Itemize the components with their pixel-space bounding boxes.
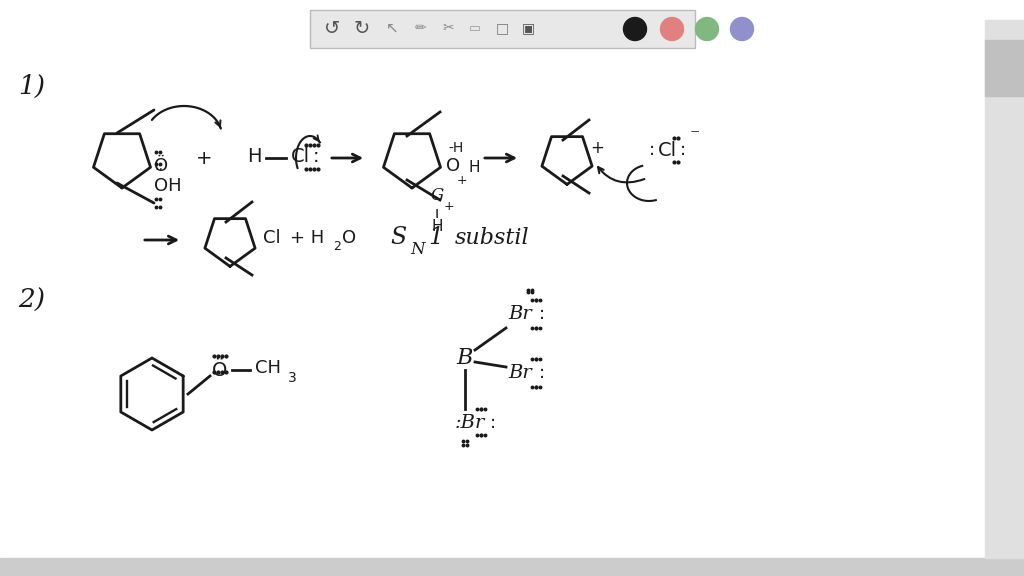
Text: N: N (410, 241, 425, 259)
Bar (0, 558, 1024, 576)
Text: H: H (431, 218, 442, 233)
Text: ↻: ↻ (354, 19, 371, 38)
Text: ⁻: ⁻ (690, 127, 700, 146)
Text: G: G (430, 188, 443, 204)
Text: :.: :. (154, 159, 163, 173)
Text: Cl: Cl (657, 141, 677, 160)
Text: +: + (196, 149, 212, 168)
Circle shape (730, 17, 754, 40)
Text: Cl: Cl (291, 146, 309, 165)
Text: :: : (312, 146, 319, 165)
Text: ▭: ▭ (469, 22, 481, 35)
Text: Ö: Ö (154, 157, 168, 175)
Text: 1): 1) (18, 74, 45, 99)
Text: +: + (590, 139, 604, 157)
Text: ✏: ✏ (414, 21, 426, 35)
Text: Br: Br (508, 305, 531, 323)
Text: 3: 3 (288, 371, 297, 385)
Text: ✂: ✂ (442, 21, 454, 35)
Circle shape (624, 17, 646, 40)
Text: 1: 1 (428, 226, 443, 249)
Text: +: + (443, 199, 455, 213)
Text: ▣: ▣ (521, 21, 535, 35)
Text: :: : (649, 141, 655, 159)
Text: :: : (680, 141, 686, 159)
Text: ı: ı (435, 206, 439, 221)
Text: 2: 2 (333, 241, 341, 253)
Circle shape (660, 17, 683, 40)
Text: □: □ (496, 21, 509, 35)
Text: + H: + H (290, 229, 325, 247)
Text: S: S (390, 226, 407, 249)
Circle shape (695, 17, 719, 40)
Text: ↺: ↺ (324, 19, 340, 38)
Text: substil: substil (455, 227, 529, 249)
Text: Br: Br (508, 364, 531, 382)
Text: :: : (489, 414, 496, 432)
Text: O: O (446, 157, 460, 175)
Text: CH: CH (255, 359, 281, 377)
Bar (985, 20, 1024, 558)
Text: :: : (539, 364, 545, 382)
Text: -H: -H (449, 141, 463, 155)
Text: Cl: Cl (263, 229, 281, 247)
Text: H: H (247, 146, 261, 165)
Text: OH: OH (154, 177, 181, 195)
Text: B: B (457, 347, 473, 369)
Bar (985, 40, 1024, 96)
Text: H: H (468, 161, 479, 176)
Text: O: O (342, 229, 356, 247)
Text: 2): 2) (18, 288, 45, 313)
Text: :Br: :Br (455, 414, 485, 432)
Bar (310, 10, 695, 48)
Text: :: : (539, 305, 545, 323)
Text: Ö: Ö (212, 361, 227, 380)
Text: +: + (457, 173, 467, 187)
Text: ↖: ↖ (386, 21, 398, 36)
